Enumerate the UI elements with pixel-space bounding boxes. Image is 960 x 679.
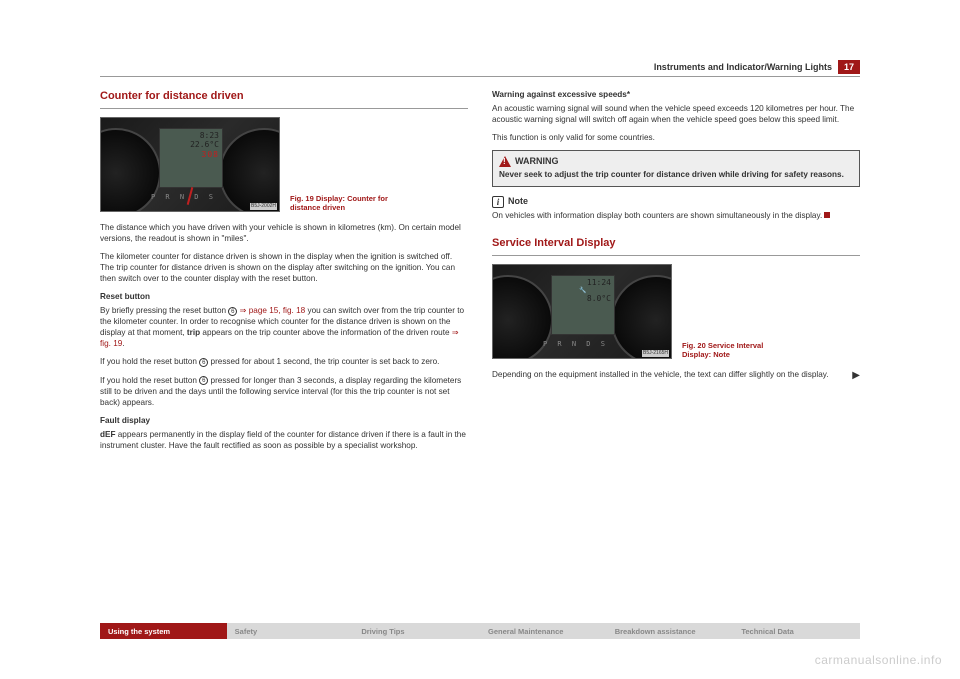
display-odo: 308 [163, 150, 219, 160]
divider [492, 255, 860, 256]
display-time: 11:24 [555, 278, 611, 288]
warning-box: WARNING Never seek to adjust the trip co… [492, 150, 860, 187]
tab-technical-data[interactable]: Technical Data [733, 623, 860, 639]
paragraph: dEF appears permanently in the display f… [100, 429, 468, 451]
xref: ⇒ page 15, fig. 18 [237, 306, 305, 315]
prnds-indicator: P R N D S [151, 193, 216, 202]
divider [100, 108, 468, 109]
paragraph: This function is only valid for some cou… [492, 132, 860, 143]
footer-tabs: Using the system Safety Driving Tips Gen… [100, 623, 860, 639]
display-temp: 8.0°C [555, 294, 611, 304]
section-title-counter: Counter for distance driven [100, 89, 468, 104]
right-column: Warning against excessive speeds* An aco… [492, 89, 860, 458]
image-code: B5J-2165H [642, 350, 669, 357]
subhead-fault: Fault display [100, 415, 468, 426]
paragraph: An acoustic warning signal will sound wh… [492, 103, 860, 125]
figure-19: 8:23 22.6°C 308 P R N D S B5J-2002H Fig.… [100, 117, 468, 212]
tab-driving-tips[interactable]: Driving Tips [353, 623, 480, 639]
paragraph: Depending on the equipment installed in … [492, 369, 860, 380]
gauge-right [611, 275, 672, 359]
ref-circle-6: 6 [228, 307, 237, 316]
continue-arrow-icon: ▶ [852, 369, 860, 383]
paragraph: If you hold the reset button 6 pressed f… [100, 356, 468, 367]
section-title-service: Service Interval Display [492, 236, 860, 251]
warning-text: Never seek to adjust the trip counter fo… [499, 169, 853, 180]
paragraph: If you hold the reset button 6 pressed f… [100, 375, 468, 408]
paragraph: The distance which you have driven with … [100, 222, 468, 244]
tab-safety[interactable]: Safety [227, 623, 354, 639]
watermark: carmanualsonline.info [815, 653, 942, 667]
figure-19-image: 8:23 22.6°C 308 P R N D S B5J-2002H [100, 117, 280, 212]
tab-breakdown[interactable]: Breakdown assistance [607, 623, 734, 639]
note-icon: i [492, 196, 504, 208]
note-label: Note [508, 195, 528, 207]
header-title: Instruments and Indicator/Warning Lights [654, 62, 832, 72]
warning-icon [499, 156, 511, 167]
warning-head: WARNING [499, 155, 853, 167]
ref-circle-6: 6 [199, 376, 208, 385]
display-temp: 22.6°C [163, 140, 219, 150]
dash-display: 8:23 22.6°C 308 [159, 128, 223, 188]
warning-label: WARNING [515, 155, 559, 167]
gauge-right [219, 128, 280, 212]
paragraph: By briefly pressing the reset button 6 ⇒… [100, 305, 468, 349]
note-text: On vehicles with information display bot… [492, 210, 860, 221]
figure-20: 11:24 🔧 8.0°C P R N D S B5J-2165H Fig. 2… [492, 264, 860, 359]
end-mark [824, 212, 830, 218]
figure-20-image: 11:24 🔧 8.0°C P R N D S B5J-2165H [492, 264, 672, 359]
paragraph: The kilometer counter for distance drive… [100, 251, 468, 284]
page-number: 17 [838, 60, 860, 74]
prnds-indicator: P R N D S [543, 340, 608, 349]
dash-display: 11:24 🔧 8.0°C [551, 275, 615, 335]
page-header: Instruments and Indicator/Warning Lights… [100, 60, 860, 77]
figure-20-caption: Fig. 20 Service Interval Display: Note [682, 341, 792, 359]
note-head: i Note [492, 195, 860, 207]
image-code: B5J-2002H [250, 203, 277, 210]
subhead-warning-speed: Warning against excessive speeds* [492, 89, 860, 100]
left-column: Counter for distance driven 8:23 22.6°C … [100, 89, 468, 458]
tab-using-system[interactable]: Using the system [100, 623, 227, 639]
figure-19-caption: Fig. 19 Display: Counter for distance dr… [290, 194, 400, 212]
tab-general-maintenance[interactable]: General Maintenance [480, 623, 607, 639]
display-time: 8:23 [163, 131, 219, 141]
ref-circle-6: 6 [199, 358, 208, 367]
subhead-reset: Reset button [100, 291, 468, 302]
